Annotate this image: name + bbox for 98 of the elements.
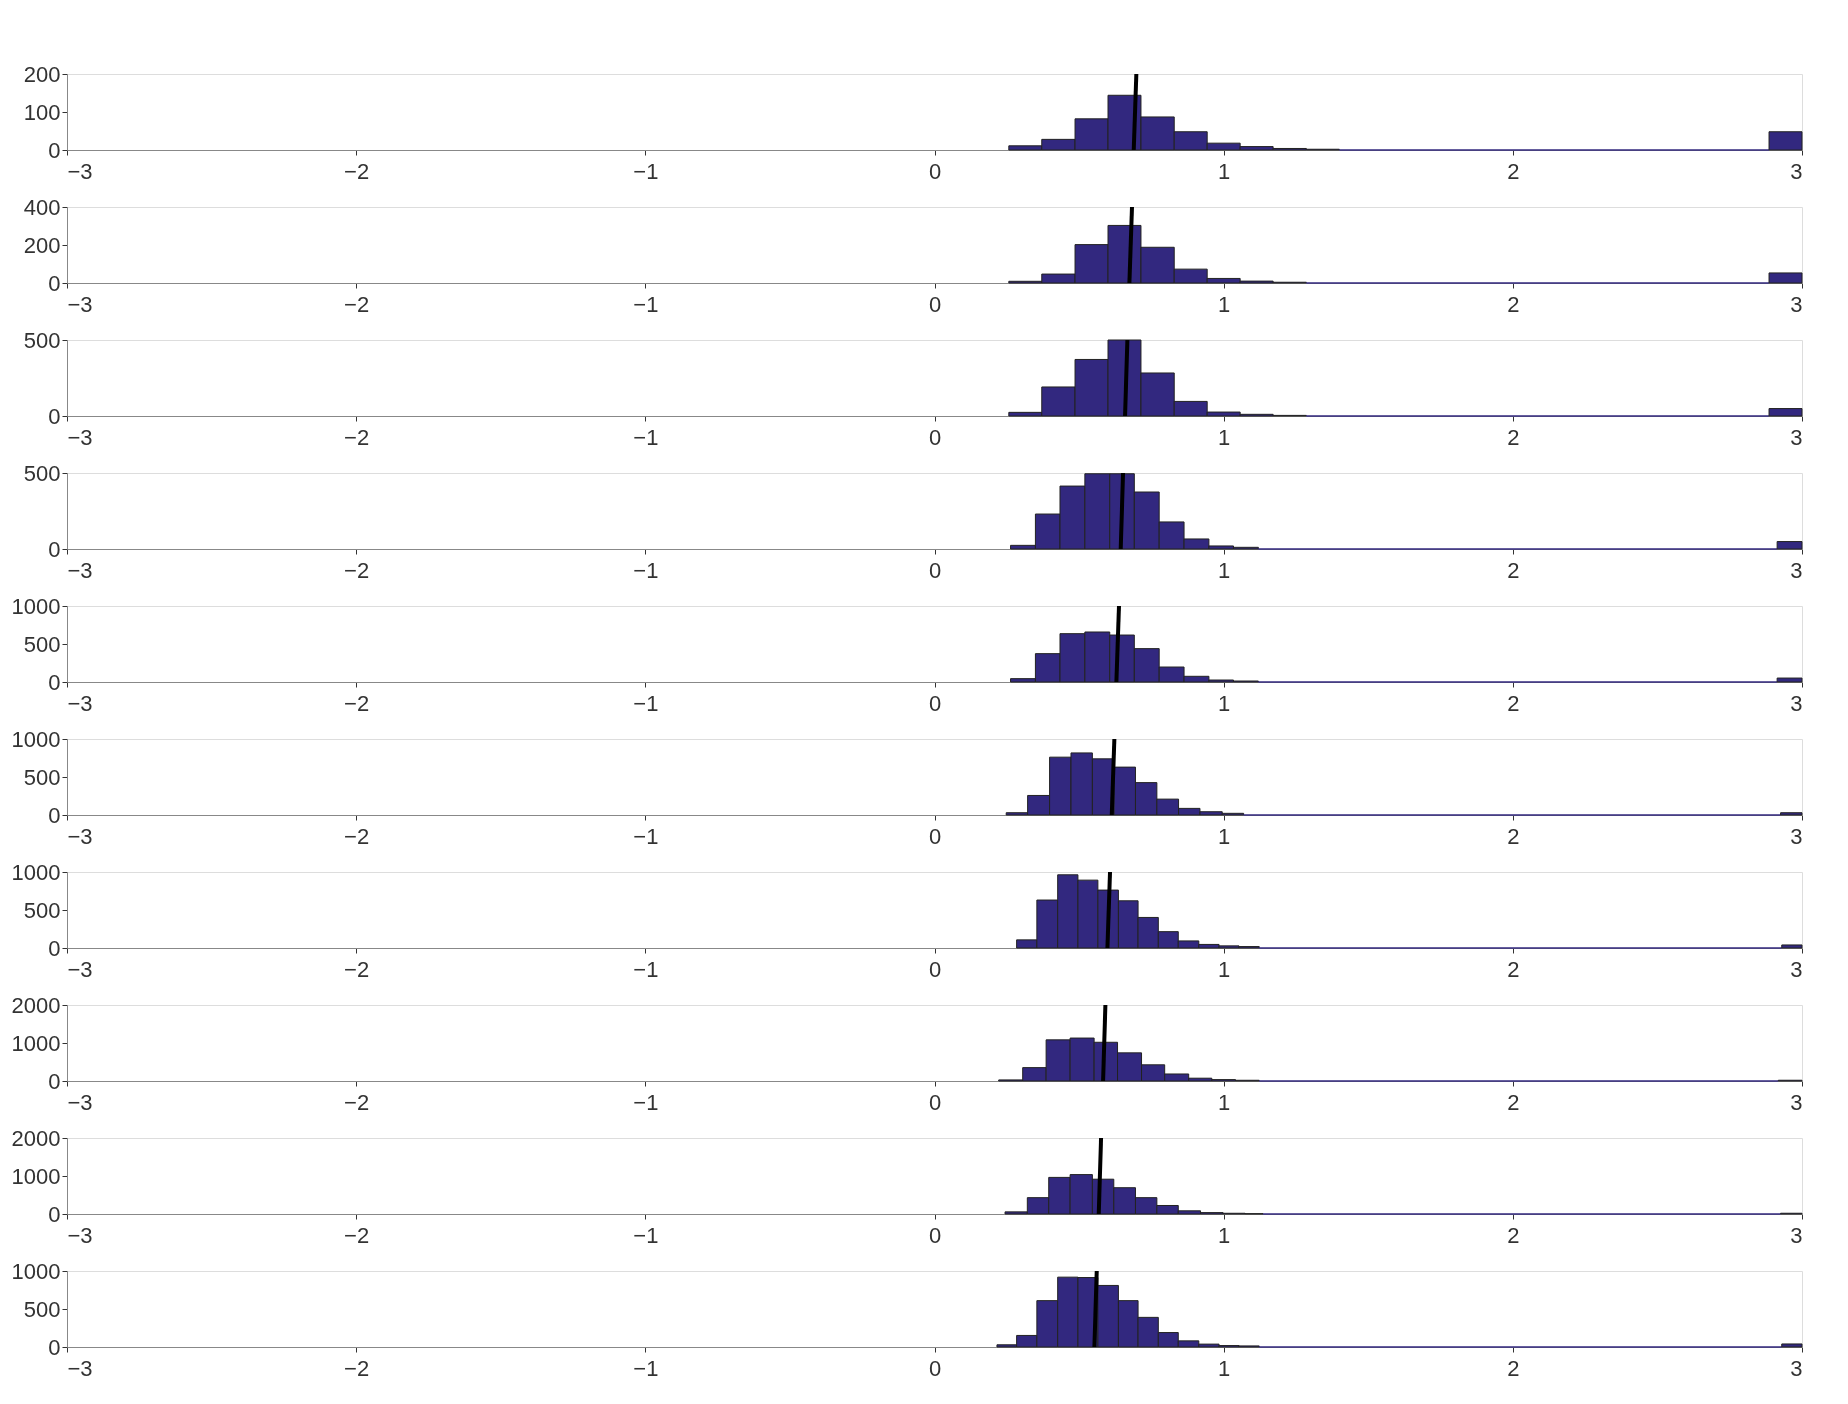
x-tick-label: 0 (928, 956, 942, 982)
x-tick-label: 2 (1507, 1355, 1520, 1381)
y-tick-label: 200 (23, 232, 61, 258)
x-tick-label: 0 (928, 1089, 942, 1115)
x-tick-label: 3 (1790, 1222, 1803, 1248)
x-tick-label: 1 (1218, 158, 1231, 184)
x-tick-label: −2 (344, 956, 370, 982)
x-tick-label: −1 (633, 690, 659, 716)
x-tick-label: −1 (633, 1089, 659, 1115)
x-tick-label: 0 (928, 557, 942, 583)
x-tick-label: −1 (633, 557, 659, 583)
y-tick-label: 200 (23, 61, 61, 87)
x-tick-label: −3 (67, 158, 93, 184)
x-tick-label: −1 (633, 291, 659, 317)
x-tick-label: −1 (633, 158, 659, 184)
y-tick-label: 0 (48, 270, 61, 296)
x-tick-label: −3 (67, 1355, 93, 1381)
x-tick-label: 3 (1790, 291, 1803, 317)
x-tick-label: −2 (344, 1089, 370, 1115)
y-tick-label: 500 (23, 631, 61, 657)
x-tick-label: 2 (1507, 823, 1520, 849)
y-tick-label: 1000 (11, 1258, 61, 1284)
y-tick-label: 0 (48, 935, 61, 961)
x-tick-label: 0 (928, 291, 942, 317)
x-tick-label: 1 (1218, 1222, 1231, 1248)
y-tick-label: 500 (23, 460, 61, 486)
x-tick-label: 0 (928, 1355, 942, 1381)
x-tick-label: 0 (928, 823, 942, 849)
y-tick-label: 0 (48, 669, 61, 695)
x-tick-label: 1 (1218, 956, 1231, 982)
y-tick-label: 0 (48, 1334, 61, 1360)
y-tick-label: 0 (48, 802, 61, 828)
x-tick-label: 1 (1218, 424, 1231, 450)
x-tick-label: 1 (1218, 1355, 1231, 1381)
y-tick-label: 1000 (11, 726, 61, 752)
x-tick-label: 1 (1218, 823, 1231, 849)
x-tick-label: 0 (928, 690, 942, 716)
x-tick-label: −1 (633, 1222, 659, 1248)
x-tick-label: 3 (1790, 823, 1803, 849)
x-tick-label: −2 (344, 1355, 370, 1381)
x-tick-label: 1 (1218, 690, 1231, 716)
x-tick-label: 3 (1790, 1355, 1803, 1381)
x-tick-label: 0 (928, 1222, 942, 1248)
x-tick-label: −3 (67, 557, 93, 583)
y-tick-label: 1000 (11, 593, 61, 619)
x-tick-label: −2 (344, 557, 370, 583)
y-tick-label: 2000 (11, 992, 61, 1018)
x-tick-label: 0 (928, 158, 942, 184)
x-tick-label: −2 (344, 158, 370, 184)
y-tick-label: 0 (48, 403, 61, 429)
x-tick-label: 2 (1507, 557, 1520, 583)
x-tick-label: 2 (1507, 956, 1520, 982)
y-tick-label: 100 (23, 99, 61, 125)
y-tick-label: 500 (23, 1296, 61, 1322)
y-tick-label: 1000 (11, 1163, 61, 1189)
x-tick-label: 1 (1218, 1089, 1231, 1115)
x-tick-label: −3 (67, 823, 93, 849)
x-tick-label: −2 (344, 424, 370, 450)
x-tick-label: 2 (1507, 1222, 1520, 1248)
x-tick-label: 1 (1218, 557, 1231, 583)
x-tick-label: −2 (344, 823, 370, 849)
x-tick-label: 2 (1507, 158, 1520, 184)
x-tick-label: 3 (1790, 956, 1803, 982)
y-tick-label: 0 (48, 137, 61, 163)
y-tick-label: 0 (48, 1068, 61, 1094)
x-tick-label: 3 (1790, 424, 1803, 450)
y-tick-label: 500 (23, 897, 61, 923)
y-tick-label: 0 (48, 536, 61, 562)
x-tick-label: 2 (1507, 291, 1520, 317)
x-tick-label: −2 (344, 291, 370, 317)
x-tick-label: 2 (1507, 1089, 1520, 1115)
y-tick-label: 400 (23, 194, 61, 220)
y-tick-label: 1000 (11, 859, 61, 885)
x-tick-label: −3 (67, 956, 93, 982)
x-tick-label: −1 (633, 1355, 659, 1381)
x-tick-label: −3 (67, 291, 93, 317)
x-tick-label: 1 (1218, 291, 1231, 317)
x-tick-label: 2 (1507, 424, 1520, 450)
x-tick-label: 0 (928, 424, 942, 450)
x-tick-label: −3 (67, 690, 93, 716)
x-tick-label: −2 (344, 1222, 370, 1248)
x-tick-label: 3 (1790, 557, 1803, 583)
y-tick-label: 2000 (11, 1125, 61, 1151)
x-tick-label: 3 (1790, 1089, 1803, 1115)
x-tick-label: −1 (633, 956, 659, 982)
x-tick-label: 3 (1790, 158, 1803, 184)
x-tick-label: −1 (633, 424, 659, 450)
y-tick-label: 500 (23, 764, 61, 790)
x-tick-label: −2 (344, 690, 370, 716)
y-tick-label: 1000 (11, 1030, 61, 1056)
x-tick-label: −3 (67, 1222, 93, 1248)
y-tick-label: 0 (48, 1201, 61, 1227)
x-tick-label: 2 (1507, 690, 1520, 716)
x-tick-label: −3 (67, 424, 93, 450)
x-tick-label: −3 (67, 1089, 93, 1115)
x-tick-label: −1 (633, 823, 659, 849)
x-tick-label: 3 (1790, 690, 1803, 716)
y-tick-label: 500 (23, 327, 61, 353)
